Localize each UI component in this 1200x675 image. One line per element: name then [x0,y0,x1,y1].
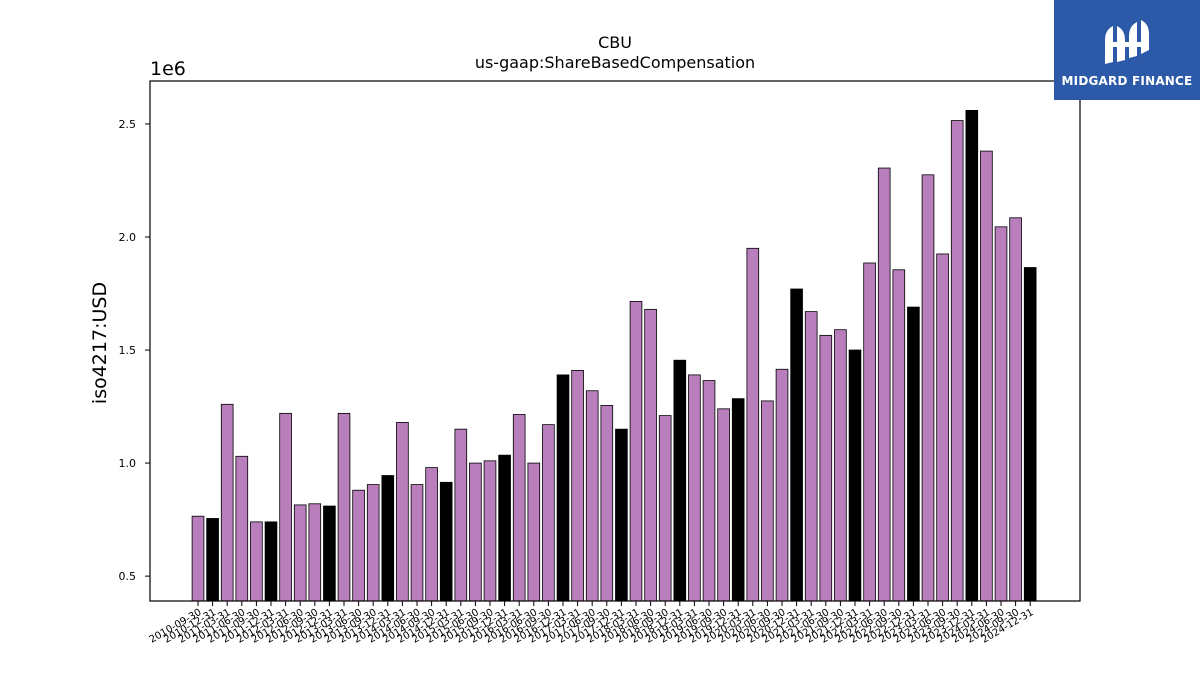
bar-2010-12-31 [206,518,219,602]
bar-2018-03-31 [629,301,643,602]
bar-2021-09-30 [834,329,847,602]
bar-2019-03-31 [688,374,701,602]
y-tick-label: 2.5 [119,118,137,131]
bar-2016-03-31 [512,414,526,602]
bar-2023-03-31 [921,174,935,602]
bar-2013-06-30 [352,489,365,602]
bar-2018-09-30 [658,415,672,602]
y-axis-label: iso4217:USD [89,282,111,404]
bar-2022-12-31 [907,306,920,602]
midgard-logo-icon [1105,20,1149,64]
bar-2015-06-30 [469,462,482,602]
bar-2011-06-30 [235,455,249,602]
y-tick-label: 1.0 [119,457,137,470]
x-axis-ticks: 2010-09-302010-12-312011-03-312011-06-30… [148,601,1036,646]
bar-2017-12-31 [615,428,628,602]
bar-2012-03-31 [279,412,292,602]
bar-2013-03-31 [337,412,351,602]
bar-2012-09-30 [308,503,322,602]
bar-2020-09-30 [775,368,789,602]
bar-2021-06-30 [819,334,833,602]
bar-2016-06-30 [527,462,541,602]
bar-2017-09-30 [600,405,614,602]
plot-frame [149,80,1081,602]
bar-2011-12-31 [264,521,278,602]
bar-2017-03-31 [571,369,584,602]
chart-subtitle: us-gaap:ShareBasedCompensation [475,53,755,72]
bar-2016-12-31 [556,374,570,602]
bar-2014-03-31 [396,421,409,602]
bar-2024-03-31 [980,150,993,602]
bar-2020-06-30 [761,400,774,602]
bar-2023-06-30 [936,253,949,602]
bar-2012-06-30 [293,504,307,602]
bar-2023-09-30 [950,120,964,602]
y-tick-label: 1.5 [119,344,137,357]
bar-2017-06-30 [585,390,599,602]
bar-2024-06-30 [994,226,1008,602]
bar-2011-03-31 [220,403,234,602]
bar-2011-09-30 [250,521,263,602]
bar-2014-09-30 [425,467,438,602]
bar-2022-09-30 [892,269,906,602]
bar-2021-03-31 [804,311,818,602]
bar-2012-12-31 [323,505,336,602]
bar-2013-12-31 [381,475,395,602]
bar-2022-03-31 [863,262,876,602]
bar-2015-12-31 [498,454,511,602]
bar-2020-03-31 [746,247,760,602]
bar-2015-09-30 [483,460,497,602]
bar-2023-12-31 [965,109,979,602]
y-multiplier-label: 1e6 [150,58,186,80]
bar-2019-12-31 [731,398,745,602]
bar-2022-06-30 [877,167,891,602]
y-tick-label: 2.0 [119,231,137,244]
bar-2020-12-31 [790,288,803,602]
bar-2014-12-31 [439,481,453,602]
bar-2010-09-30 [191,515,205,602]
bar-2024-09-30 [1009,217,1022,602]
bar-2018-12-31 [673,359,687,602]
bar-2016-09-30 [542,424,555,602]
bar-2018-06-30 [644,308,657,602]
bar-2014-06-30 [410,484,424,602]
bar-2019-06-30 [702,380,716,602]
y-axis-ticks: 0.5 1.0 1.5 2.0 2.5 [119,118,150,583]
brand-logo: MIDGARD FINANCE [1054,0,1200,100]
bar-2024-12-31 [1023,267,1037,602]
bar-2019-09-30 [717,408,730,602]
chart-title: CBU [598,33,632,52]
bar-2015-03-31 [454,428,468,602]
bars-group [191,109,1037,602]
y-tick-label: 0.5 [119,570,137,583]
bar-2021-12-31 [848,349,862,602]
bar-2013-09-30 [366,484,380,602]
brand-name: MIDGARD FINANCE [1061,74,1193,88]
